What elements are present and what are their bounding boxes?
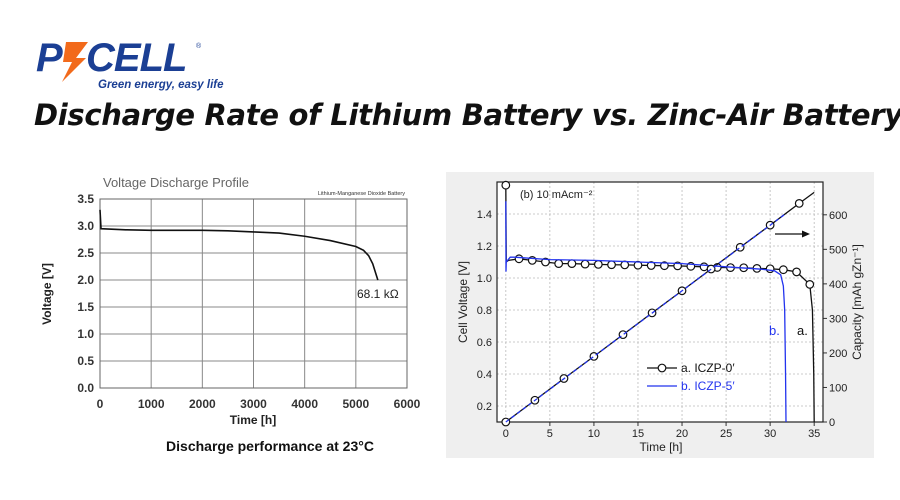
left-chart-subtitle: Lithium-Manganese Dioxide Battery bbox=[318, 191, 405, 197]
page-title: Discharge Rate of Lithium Battery vs. Zi… bbox=[34, 98, 900, 132]
svg-text:®: ® bbox=[196, 42, 202, 50]
right-chart-annotation: (b) 10 mAcm⁻² bbox=[520, 189, 593, 201]
left-xtick-label: 3000 bbox=[240, 397, 267, 411]
data-point-marker bbox=[765, 264, 775, 274]
data-point-marker bbox=[501, 180, 511, 190]
data-point-marker bbox=[514, 254, 524, 264]
right-ytick-label: 1.2 bbox=[477, 241, 492, 253]
lightning-icon bbox=[62, 42, 88, 82]
left-ytick-label: 2.5 bbox=[77, 246, 94, 260]
right-chart-ylabel: Cell Voltage [V] bbox=[456, 261, 470, 343]
data-point-marker bbox=[593, 260, 603, 269]
legend-label-b: b. ICZP-5′ bbox=[681, 379, 735, 393]
left-chart-ylabel: Voltage [V] bbox=[40, 263, 54, 325]
data-point-marker bbox=[646, 261, 656, 270]
left-ytick-label: 1.0 bbox=[77, 327, 94, 341]
series-line-1 bbox=[505, 201, 787, 423]
right-y2tick-label: 0 bbox=[829, 417, 835, 429]
chart-marks: 0 1000 2000 3000 4000 5000 60000.00.51.01.52.0… bbox=[77, 180, 847, 440]
left-ytick-label: 3.5 bbox=[77, 192, 94, 206]
series-line-3 bbox=[505, 212, 787, 423]
left-xtick-label: 6000 bbox=[394, 397, 421, 411]
right-plot-frame bbox=[496, 181, 824, 423]
left-ytick-label: 1.5 bbox=[77, 300, 94, 314]
left-xtick-label: 0 bbox=[97, 397, 104, 411]
capacity-axis-arrow-icon bbox=[775, 230, 810, 238]
right-chart-xlabel: Time [h] bbox=[640, 440, 683, 454]
left-ytick-label: 3.0 bbox=[77, 219, 94, 233]
left-ytick-label: 0.5 bbox=[77, 354, 94, 368]
legend-marker-a bbox=[657, 363, 667, 373]
data-point-marker bbox=[794, 199, 804, 208]
left-chart-xlabel: Time [h] bbox=[230, 413, 276, 427]
data-point-marker bbox=[660, 261, 669, 271]
right-ytick-label: 0.2 bbox=[477, 401, 492, 413]
right-xtick-label: 35 bbox=[808, 428, 820, 440]
data-point-marker bbox=[580, 259, 590, 269]
legend: a. ICZP-0′ b. ICZP-5′ bbox=[647, 361, 735, 393]
right-y2tick-label: 200 bbox=[829, 348, 847, 360]
right-ytick-label: 1.4 bbox=[477, 209, 492, 221]
right-y2tick-label: 100 bbox=[829, 382, 847, 394]
data-point-marker bbox=[607, 260, 616, 270]
curve-label-a: a. bbox=[797, 323, 808, 338]
left-xtick-label: 4000 bbox=[291, 397, 318, 411]
left-xtick-label: 1000 bbox=[138, 397, 165, 411]
right-xtick-label: 5 bbox=[547, 428, 553, 440]
right-xtick-label: 15 bbox=[632, 428, 644, 440]
data-point-marker bbox=[699, 262, 709, 272]
right-ytick-label: 0.6 bbox=[477, 337, 492, 349]
data-point-marker bbox=[554, 259, 564, 269]
svg-text:CELL: CELL bbox=[86, 38, 186, 80]
discharge-curve bbox=[99, 209, 379, 281]
left-chart-annotation: 68.1 kΩ bbox=[357, 287, 399, 301]
data-point-marker bbox=[778, 265, 788, 275]
right-chart-y2label: Capacity [mAh gZn⁻¹] bbox=[850, 244, 864, 360]
data-point-marker bbox=[541, 257, 550, 267]
right-xtick-label: 20 bbox=[676, 428, 688, 440]
left-chart-title: Voltage Discharge Profile bbox=[103, 175, 249, 190]
right-y2tick-label: 300 bbox=[829, 313, 847, 325]
curve-label-b: b. bbox=[769, 323, 780, 338]
right-xtick-label: 30 bbox=[764, 428, 776, 440]
left-ytick-label: 0.0 bbox=[77, 381, 94, 395]
right-y2tick-label: 500 bbox=[829, 244, 847, 256]
svg-text:P: P bbox=[36, 38, 63, 80]
left-chart-caption: Discharge performance at 23°C bbox=[166, 438, 374, 454]
right-xtick-label: 0 bbox=[503, 428, 509, 440]
right-y2tick-label: 600 bbox=[829, 210, 847, 222]
data-point-marker bbox=[792, 267, 801, 277]
legend-label-a: a. ICZP-0′ bbox=[681, 361, 735, 375]
data-point-marker bbox=[567, 259, 577, 269]
data-point-marker bbox=[805, 280, 815, 289]
left-xtick-label: 2000 bbox=[189, 397, 216, 411]
right-xtick-label: 25 bbox=[720, 428, 732, 440]
logo-graphic: P CELL ® bbox=[36, 38, 202, 82]
logo-tagline: Green energy, easy life bbox=[98, 79, 224, 91]
left-plot-frame bbox=[99, 198, 408, 389]
right-ytick-label: 1.0 bbox=[477, 273, 492, 285]
right-ytick-label: 0.4 bbox=[477, 369, 492, 381]
right-y2tick-label: 400 bbox=[829, 279, 847, 291]
left-ytick-label: 2.0 bbox=[77, 273, 94, 287]
right-xtick-label: 10 bbox=[588, 428, 600, 440]
pkcell-logo: P CELL ® Green energy, easy life bbox=[36, 38, 224, 94]
right-ytick-label: 0.8 bbox=[477, 305, 492, 317]
left-xtick-label: 5000 bbox=[342, 397, 369, 411]
